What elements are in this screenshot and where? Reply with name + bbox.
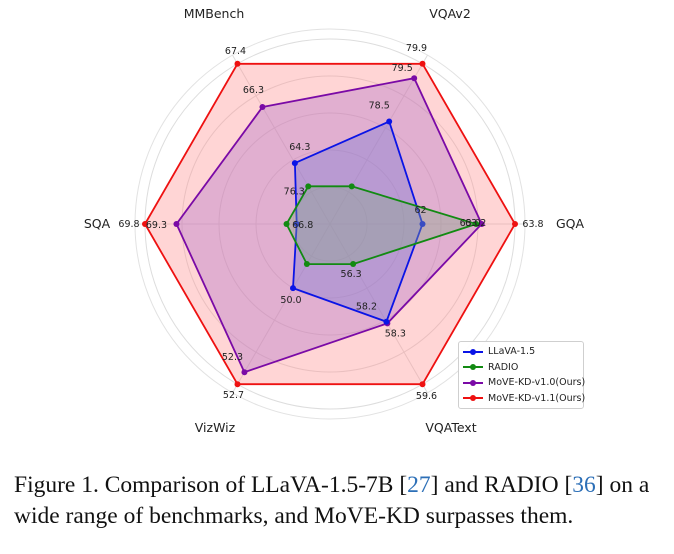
spoke-vqatext bbox=[329, 223, 428, 394]
point-radio-sqa bbox=[283, 221, 290, 227]
point-llava-1-5-mmbench bbox=[291, 160, 298, 167]
axis-label-gqa: GQA bbox=[556, 216, 585, 231]
axis-max-label-gqa: 63.8 bbox=[522, 219, 543, 230]
legend-item-llava: LLaVA-1.5 bbox=[463, 344, 579, 360]
legend-swatch-movekd-v11 bbox=[463, 393, 483, 403]
point-move-kd-v1-0-ours-vqav2 bbox=[411, 75, 418, 82]
point-move-kd-v1-1-ours-sqa bbox=[142, 221, 148, 227]
value-label-2-gqa: 63.2 bbox=[465, 218, 486, 229]
point-move-kd-v1-0-ours-mmbench bbox=[259, 104, 266, 111]
axis-max-label-sqa: 69.8 bbox=[118, 219, 139, 230]
point-move-kd-v1-1-ours-vqatext bbox=[419, 381, 426, 388]
point-llava-1-5-vizwiz bbox=[290, 285, 296, 292]
spoke-vizwiz bbox=[232, 223, 331, 394]
legend-label-radio: RADIO bbox=[488, 361, 519, 373]
value-label-0-sqa: 66.8 bbox=[292, 220, 313, 231]
figure-caption: Figure 1. Comparison of LLaVA-1.5-7B [27… bbox=[14, 470, 664, 532]
point-llava-1-5-vqav2 bbox=[386, 118, 393, 125]
legend-swatch-movekd-v10 bbox=[463, 378, 483, 388]
value-label-1-gqa: 63.0 bbox=[460, 218, 481, 229]
legend-label-movekd-v10: MoVE-KD-v1.0(Ours) bbox=[488, 377, 586, 389]
axis-max-label-vizwiz: 52.7 bbox=[223, 390, 244, 401]
caption-ref-36[interactable]: 36 bbox=[572, 472, 596, 498]
legend-item-movekd-v10: MoVE-KD-v1.0(Ours) bbox=[463, 375, 585, 391]
legend-swatch-radio bbox=[463, 362, 483, 372]
spoke-vqav2 bbox=[329, 54, 428, 225]
point-move-kd-v1-0-ours-gqa bbox=[478, 221, 485, 227]
point-radio-vqav2 bbox=[348, 183, 355, 190]
point-radio-mmbench bbox=[305, 183, 312, 190]
point-move-kd-v1-0-ours-sqa bbox=[173, 221, 180, 227]
spoke-mmbench bbox=[232, 54, 331, 225]
axis-label-vqav2: VQAv2 bbox=[429, 6, 471, 21]
value-label-2-vqav2: 79.5 bbox=[392, 63, 413, 74]
value-label-2-mmbench: 66.3 bbox=[243, 85, 264, 96]
caption-suffix: ] on a wide range of benchmarks, and MoV… bbox=[14, 472, 650, 529]
point-radio-vizwiz bbox=[303, 261, 310, 268]
point-move-kd-v1-1-ours-vizwiz bbox=[234, 381, 241, 388]
value-label-0-mmbench: 64.3 bbox=[289, 142, 310, 153]
axis-label-vizwiz: VizWiz bbox=[195, 420, 236, 435]
point-move-kd-v1-0-ours-vizwiz bbox=[241, 369, 248, 376]
point-move-kd-v1-1-ours-mmbench bbox=[234, 60, 241, 67]
point-move-kd-v1-1-ours-vqav2 bbox=[419, 60, 426, 67]
legend-label-movekd-v11: MoVE-KD-v1.1(Ours) bbox=[488, 392, 586, 404]
point-move-kd-v1-1-ours-gqa bbox=[512, 221, 518, 227]
caption-prefix: Figure 1. Comparison of LLaVA-1.5-7B [ bbox=[14, 472, 408, 498]
point-llava-1-5-sqa bbox=[293, 221, 300, 227]
value-label-0-gqa: 62 bbox=[414, 205, 426, 216]
point-llava-1-5-vqatext bbox=[383, 318, 390, 325]
chart-legend: LLaVA-1.5 RADIO MoVE-KD-v1.0(Ours) MoVE-… bbox=[458, 341, 585, 409]
caption-mid: ] and RADIO [ bbox=[430, 472, 573, 498]
legend-item-radio: RADIO bbox=[463, 360, 579, 376]
point-radio-gqa bbox=[473, 221, 480, 227]
radar-plot: 64.3 78.5 62 58.2 50.0 66.8 76.3 63.0 56.3 66.3 79… bbox=[84, 6, 585, 435]
axis-label-mmbench: MMBench bbox=[184, 6, 245, 21]
point-llava-1-5-gqa bbox=[419, 221, 426, 227]
value-label-2-vqatext: 58.3 bbox=[385, 328, 406, 339]
legend-item-movekd-v11: MoVE-KD-v1.1(Ours) bbox=[463, 391, 585, 407]
axis-max-label-vqatext: 59.6 bbox=[416, 391, 437, 402]
point-radio-vqatext bbox=[350, 261, 357, 268]
caption-ref-27[interactable]: 27 bbox=[407, 472, 431, 498]
axis-max-label-vqav2: 79.9 bbox=[406, 43, 427, 54]
legend-label-llava: LLaVA-1.5 bbox=[488, 346, 536, 358]
value-label-1-mmbench: 76.3 bbox=[284, 186, 305, 197]
axis-label-vqatext: VQAText bbox=[425, 420, 476, 435]
value-label-1-vqatext: 56.3 bbox=[341, 269, 362, 280]
value-label-0-vqav2: 78.5 bbox=[369, 100, 390, 111]
legend-swatch-llava bbox=[463, 347, 483, 357]
axis-max-label-mmbench: 67.4 bbox=[225, 46, 246, 57]
value-label-0-vqatext: 58.2 bbox=[356, 302, 377, 313]
value-label-2-vizwiz: 52.3 bbox=[222, 352, 243, 363]
axis-label-sqa: SQA bbox=[84, 216, 111, 231]
radar-chart: 64.3 78.5 62 58.2 50.0 66.8 76.3 63.0 56.3 66.3 79… bbox=[84, 6, 585, 435]
value-label-2-sqa: 69.3 bbox=[146, 220, 167, 231]
value-label-0-vizwiz: 50.0 bbox=[280, 295, 301, 306]
